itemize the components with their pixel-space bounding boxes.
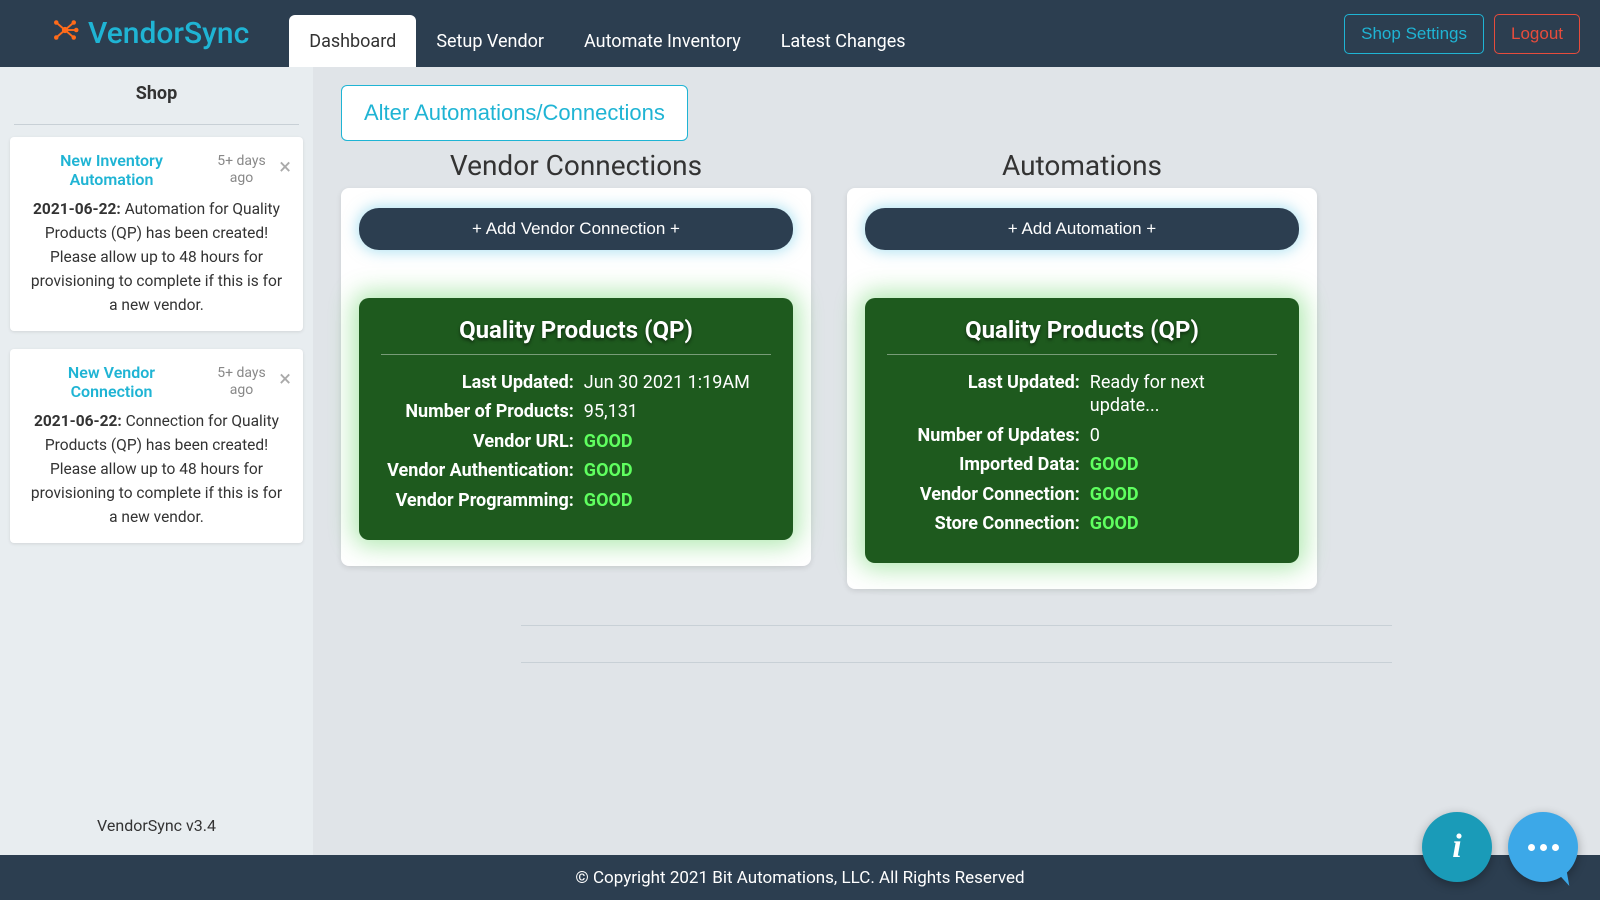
kv-label: Imported Data:: [887, 453, 1090, 476]
brand-text: VendorSync: [88, 16, 249, 51]
copyright-text: © Copyright 2021 Bit Automations, LLC. A…: [575, 868, 1024, 888]
kv-label: Number of Products:: [381, 400, 584, 423]
tab-automate-inventory[interactable]: Automate Inventory: [564, 15, 761, 67]
vendor-card-title: Quality Products (QP): [381, 316, 771, 355]
content: Alter Automations/Connections Vendor Con…: [313, 67, 1600, 855]
kv-value: 95,131: [584, 400, 771, 423]
kv-label: Number of Updates:: [887, 424, 1090, 447]
kv-label: Store Connection:: [887, 512, 1090, 535]
chat-dots-icon: [1528, 844, 1559, 851]
kv-row: Number of Products:95,131: [381, 400, 771, 423]
kv-label: Vendor Programming:: [381, 489, 584, 512]
kv-label: Vendor Authentication:: [381, 459, 584, 482]
kv-label: Last Updated:: [381, 371, 584, 394]
automations-panel: Automations + Add Automation + Quality P…: [847, 149, 1317, 589]
notification-card: New Inventory Automation 5+ days ago × 2…: [10, 137, 303, 331]
kv-row: Vendor Programming:GOOD: [381, 489, 771, 512]
kv-value: GOOD: [584, 459, 771, 482]
info-fab-button[interactable]: i: [1422, 812, 1492, 882]
kv-value: GOOD: [584, 430, 771, 453]
kv-row: Number of Updates:0: [887, 424, 1277, 447]
sidebar: Shop New Inventory Automation 5+ days ag…: [0, 67, 313, 855]
notification-time: 5+ days ago: [212, 153, 272, 187]
close-icon[interactable]: ×: [279, 369, 291, 391]
notification-title[interactable]: New Inventory Automation: [42, 151, 182, 189]
kv-value: 0: [1090, 424, 1277, 447]
kv-row: Store Connection:GOOD: [887, 512, 1277, 535]
tab-latest-changes[interactable]: Latest Changes: [761, 15, 926, 67]
panel-box: + Add Automation + Quality Products (QP)…: [847, 188, 1317, 589]
kv-row: Vendor URL:GOOD: [381, 430, 771, 453]
notification-card: New Vendor Connection 5+ days ago × 2021…: [10, 349, 303, 543]
add-vendor-connection-button[interactable]: + Add Vendor Connection +: [359, 208, 793, 250]
notification-body: 2021-06-22: Connection for Quality Produ…: [26, 409, 287, 529]
nav-tabs: Dashboard Setup Vendor Automate Inventor…: [289, 0, 925, 67]
divider: [521, 662, 1392, 663]
vendor-connections-panel: Vendor Connections + Add Vendor Connecti…: [341, 149, 811, 589]
divider-section: [521, 625, 1392, 663]
footer: © Copyright 2021 Bit Automations, LLC. A…: [0, 855, 1600, 900]
notification-title[interactable]: New Vendor Connection: [42, 363, 182, 401]
sidebar-title: Shop: [10, 77, 303, 116]
kv-label: Vendor URL:: [381, 430, 584, 453]
kv-value: Ready for next update...: [1090, 371, 1277, 418]
panels: Vendor Connections + Add Vendor Connecti…: [341, 149, 1572, 589]
brand[interactable]: VendorSync: [50, 15, 249, 52]
kv-label: Vendor Connection:: [887, 483, 1090, 506]
close-icon[interactable]: ×: [279, 157, 291, 179]
kv-value: GOOD: [584, 489, 771, 512]
divider: [521, 625, 1392, 626]
vendor-card[interactable]: Quality Products (QP) Last Updated:Jun 3…: [359, 298, 793, 540]
notification-time: 5+ days ago: [212, 365, 272, 399]
kv-row: Vendor Authentication:GOOD: [381, 459, 771, 482]
kv-value: GOOD: [1090, 483, 1277, 506]
notification-body: 2021-06-22: Automation for Quality Produ…: [26, 197, 287, 317]
add-automation-button[interactable]: + Add Automation +: [865, 208, 1299, 250]
panel-box: + Add Vendor Connection + Quality Produc…: [341, 188, 811, 566]
automation-card-title: Quality Products (QP): [887, 316, 1277, 355]
sidebar-divider: [14, 124, 299, 125]
main: Shop New Inventory Automation 5+ days ag…: [0, 67, 1600, 855]
version-label: VendorSync v3.4: [10, 816, 303, 845]
nav-right: Shop Settings Logout: [1344, 14, 1580, 54]
kv-row: Imported Data:GOOD: [887, 453, 1277, 476]
kv-value: GOOD: [1090, 453, 1277, 476]
tab-dashboard[interactable]: Dashboard: [289, 15, 416, 67]
kv-row: Last Updated:Jun 30 2021 1:19AM: [381, 371, 771, 394]
kv-value: Jun 30 2021 1:19AM: [584, 371, 771, 394]
tab-setup-vendor[interactable]: Setup Vendor: [416, 15, 564, 67]
chat-fab-button[interactable]: [1508, 812, 1578, 882]
kv-row: Vendor Connection:GOOD: [887, 483, 1277, 506]
navbar: VendorSync Dashboard Setup Vendor Automa…: [0, 0, 1600, 67]
floating-buttons: i: [1422, 812, 1578, 882]
panel-title: Automations: [847, 149, 1317, 182]
brand-network-icon: [50, 15, 80, 52]
kv-row: Last Updated:Ready for next update...: [887, 371, 1277, 418]
notification-date: 2021-06-22:: [33, 200, 121, 218]
automation-card[interactable]: Quality Products (QP) Last Updated:Ready…: [865, 298, 1299, 563]
notification-date: 2021-06-22:: [34, 412, 122, 430]
kv-label: Last Updated:: [887, 371, 1090, 394]
kv-value: GOOD: [1090, 512, 1277, 535]
panel-title: Vendor Connections: [341, 149, 811, 182]
alter-automations-button[interactable]: Alter Automations/Connections: [341, 85, 688, 141]
logout-button[interactable]: Logout: [1494, 14, 1580, 54]
shop-settings-button[interactable]: Shop Settings: [1344, 14, 1484, 54]
